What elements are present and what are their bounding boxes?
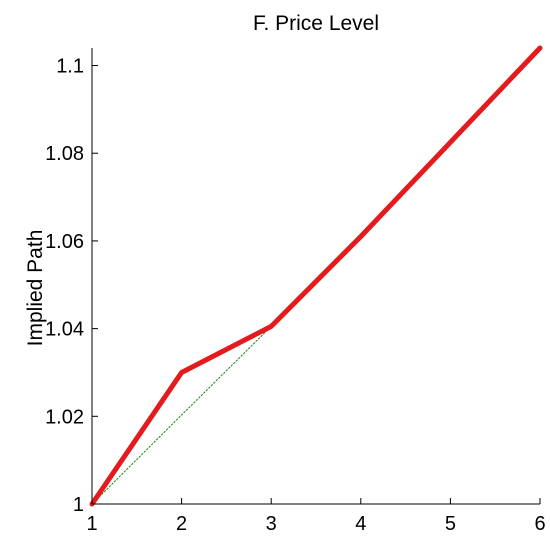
chart-title: F. Price Level — [253, 12, 379, 35]
y-tick-label: 1.04 — [45, 319, 84, 341]
ticks: 1 2 3 4 5 6 1 1.02 1.04 1.06 1.08 1.1 — [45, 56, 546, 535]
y-tick-label: 1.08 — [45, 143, 84, 165]
x-tick-label: 3 — [266, 513, 277, 535]
y-tick-label: 1.06 — [45, 231, 84, 253]
series-layer — [89, 45, 543, 507]
x-tick-label: 6 — [534, 513, 545, 535]
x-tick-label: 2 — [176, 513, 187, 535]
y-tick-label: 1.02 — [45, 406, 84, 428]
axes — [91, 48, 540, 505]
y-axis-label: Implied Path — [24, 230, 47, 347]
y-tick-label: 1.1 — [56, 56, 84, 78]
series-line-dotted-reference — [91, 325, 272, 505]
x-tick-label: 5 — [445, 513, 456, 535]
x-tick-label: 1 — [86, 513, 97, 535]
series-line-implied-path — [89, 45, 543, 507]
x-tick-label: 4 — [355, 513, 366, 535]
y-tick-label: 1 — [73, 494, 84, 516]
